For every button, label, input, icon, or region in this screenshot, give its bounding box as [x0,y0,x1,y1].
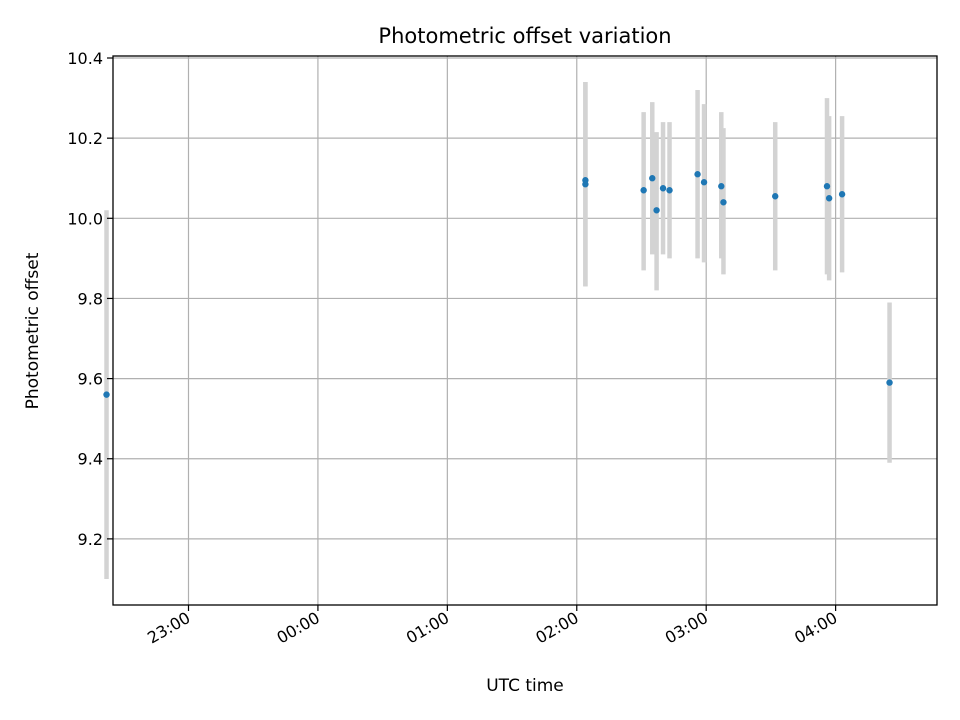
x-tick-label: 04:00 [791,608,840,648]
data-point [649,175,656,182]
y-tick-label: 9.8 [78,289,103,308]
x-tick-label: 00:00 [273,608,322,648]
y-tick-label: 9.2 [78,530,103,549]
grid [113,56,937,605]
x-axis-ticks: 23:00 00:00 01:00 02:00 03:00 04:00 [144,605,841,648]
x-tick-label: 03:00 [662,608,711,648]
y-tick-label: 10.4 [67,49,103,68]
data-point [640,187,647,194]
data-point [653,207,660,214]
x-tick-label: 01:00 [403,608,452,648]
plot-frame [112,55,938,606]
data-point [825,195,833,202]
data-point [582,181,589,188]
data-point [720,199,727,206]
data-point [103,391,110,398]
x-axis-title: UTC time [486,676,564,696]
data-point [694,171,701,178]
data-point [666,187,673,194]
error-bars [104,82,892,579]
data-point [886,379,893,386]
data-points [103,171,893,398]
chart-title: Photometric offset variation [378,24,671,48]
data-point [772,193,779,200]
data-point [718,183,725,190]
y-axis-ticks: 9.2 9.4 9.6 9.8 10.0 10.2 10.4 [67,49,113,549]
x-tick-label: 23:00 [144,608,193,648]
y-axis-title: Photometric offset [23,252,43,409]
y-tick-label: 9.6 [78,370,103,389]
data-point [823,183,831,190]
y-tick-label: 10.2 [67,129,103,148]
y-tick-label: 9.4 [78,450,103,469]
data-point [838,191,846,198]
y-tick-label: 10.0 [67,209,103,228]
data-point [700,179,708,186]
data-point [659,185,667,192]
x-tick-label: 02:00 [532,608,581,648]
